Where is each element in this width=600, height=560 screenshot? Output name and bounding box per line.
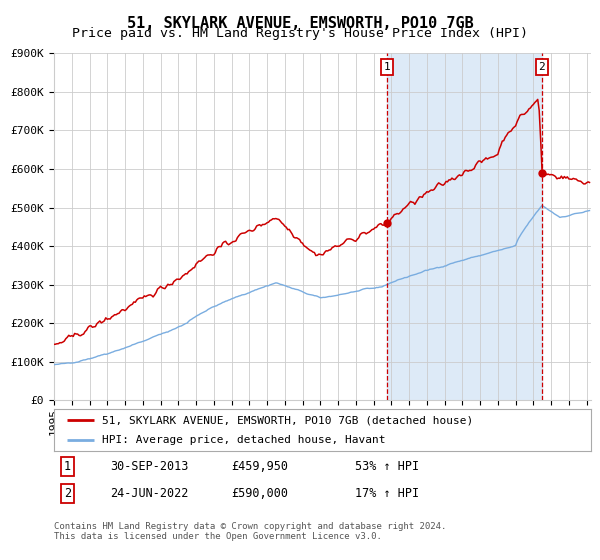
Text: 2: 2 bbox=[64, 487, 71, 500]
Text: 53% ↑ HPI: 53% ↑ HPI bbox=[355, 460, 419, 473]
Bar bbox=[387, 53, 542, 400]
Text: 2: 2 bbox=[538, 62, 545, 72]
Text: 17% ↑ HPI: 17% ↑ HPI bbox=[355, 487, 419, 500]
Text: £459,950: £459,950 bbox=[231, 460, 288, 473]
Text: Contains HM Land Registry data © Crown copyright and database right 2024.
This d: Contains HM Land Registry data © Crown c… bbox=[54, 522, 446, 542]
Text: 1: 1 bbox=[383, 62, 390, 72]
Text: 51, SKYLARK AVENUE, EMSWORTH, PO10 7GB (detached house): 51, SKYLARK AVENUE, EMSWORTH, PO10 7GB (… bbox=[103, 415, 473, 425]
Text: Price paid vs. HM Land Registry's House Price Index (HPI): Price paid vs. HM Land Registry's House … bbox=[72, 27, 528, 40]
Text: HPI: Average price, detached house, Havant: HPI: Average price, detached house, Hava… bbox=[103, 435, 386, 445]
Text: 24-JUN-2022: 24-JUN-2022 bbox=[110, 487, 189, 500]
Text: 30-SEP-2013: 30-SEP-2013 bbox=[110, 460, 189, 473]
Text: 51, SKYLARK AVENUE, EMSWORTH, PO10 7GB: 51, SKYLARK AVENUE, EMSWORTH, PO10 7GB bbox=[127, 16, 473, 31]
Text: 1: 1 bbox=[64, 460, 71, 473]
Text: £590,000: £590,000 bbox=[231, 487, 288, 500]
